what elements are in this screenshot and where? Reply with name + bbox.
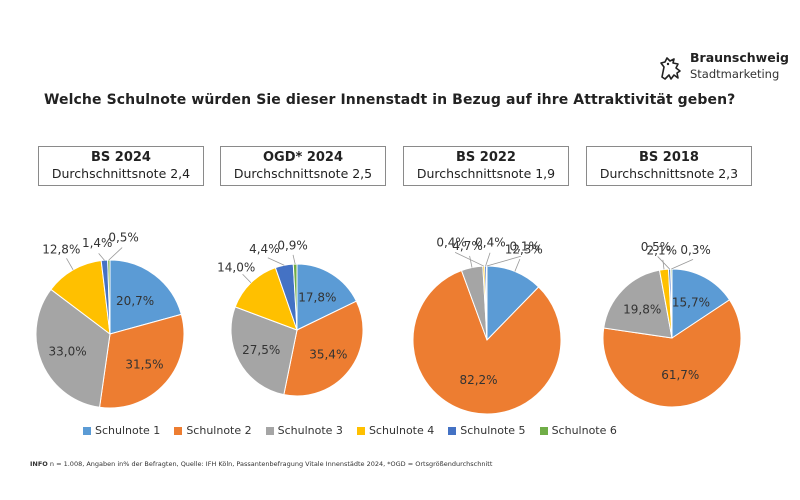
data-label: 0,5%: [641, 240, 672, 254]
data-label: 0,4%: [475, 235, 506, 249]
legend-item: Schulnote 5: [448, 424, 526, 437]
card-title: OGD* 2024: [262, 150, 344, 165]
pie-slice: [602, 299, 742, 408]
logo-subtitle: Stadtmarketing: [690, 67, 780, 81]
card-subtitle: Durchschnittsnote 2,3: [599, 166, 739, 181]
legend-item: Schulnote 2: [174, 424, 252, 437]
leader-line: [485, 252, 491, 267]
leader-line: [671, 258, 694, 270]
pie-slice: [50, 259, 111, 336]
leader-line: [108, 247, 123, 261]
legend-item: Schulnote 4: [356, 424, 435, 437]
card-title: BS 2024: [91, 150, 151, 165]
data-label: 0,4%: [436, 236, 467, 250]
legend-swatch: [265, 426, 274, 435]
leader-line: [292, 254, 296, 265]
legend-label: Schulnote 6: [551, 424, 617, 437]
pie-slice: [107, 259, 111, 335]
leader-line: [657, 256, 670, 270]
info-label: INFO: [30, 460, 48, 468]
legend-item: Schulnote 3: [265, 424, 343, 437]
leader-line: [242, 273, 252, 284]
card-bs-2022: BS 2022 Durchschnittsnote 1,9: [403, 146, 569, 186]
data-label: 31,5%: [125, 357, 163, 371]
leader-line: [66, 258, 74, 271]
card-bs-2024: BS 2024 Durchschnittsnote 2,4: [38, 146, 204, 186]
data-label: 35,4%: [309, 347, 347, 361]
card-subtitle: Durchschnittsnote 2,4: [51, 166, 191, 181]
legend: Schulnote 1 Schulnote 2 Schulnote 3 Schu…: [83, 424, 617, 437]
leader-line: [469, 255, 473, 268]
data-label: 20,7%: [116, 294, 154, 308]
data-label: 82,2%: [459, 373, 497, 387]
data-label: 2,1%: [647, 243, 678, 257]
data-label: 14,0%: [217, 261, 255, 275]
card-ogd-2024: OGD* 2024 Durchschnittsnote 2,5: [220, 146, 386, 186]
pie-slice: [35, 288, 111, 408]
pie-slice: [671, 268, 731, 339]
data-label: 0,1%: [509, 240, 540, 254]
pie-slice: [283, 300, 364, 397]
pie-slice: [230, 306, 298, 396]
card-subtitle: Durchschnittsnote 2,5: [233, 166, 373, 181]
pie-slice: [296, 263, 358, 331]
legend-label: Schulnote 2: [186, 424, 252, 437]
data-label: 4,4%: [249, 242, 280, 256]
data-label: 0,5%: [108, 230, 139, 244]
legend-label: Schulnote 5: [460, 424, 526, 437]
question-title: Welche Schulnote würden Sie dieser Innen…: [44, 92, 736, 108]
leader-line: [662, 259, 665, 270]
data-label: 61,7%: [661, 368, 699, 382]
leader-line: [98, 253, 105, 261]
info-footnote: INFO n = 1.008, Angaben in% der Befragte…: [30, 460, 492, 468]
card-bs-2018: BS 2018 Durchschnittsnote 2,3: [586, 146, 752, 186]
legend-item: Schulnote 6: [539, 424, 617, 437]
data-label: 4,7%: [452, 239, 483, 253]
card-subtitle: Durchschnittsnote 1,9: [416, 166, 556, 181]
legend-swatch: [539, 426, 548, 435]
legend-label: Schulnote 1: [95, 424, 161, 437]
data-label: 12,3%: [505, 243, 543, 257]
data-label: 15,7%: [672, 296, 710, 310]
pie-slice: [234, 266, 298, 331]
legend-swatch: [356, 426, 365, 435]
legend-swatch: [174, 426, 183, 435]
pie-slice: [98, 313, 185, 409]
data-label: 1,4%: [82, 236, 113, 250]
data-label: 0,9%: [277, 239, 308, 253]
card-title: BS 2018: [639, 150, 699, 165]
logo-name: Braunschweig: [690, 50, 789, 65]
pie-slice: [603, 269, 673, 339]
card-title: BS 2022: [456, 150, 516, 165]
leader-line: [486, 255, 521, 267]
pie-slice: [109, 259, 182, 335]
data-label: 17,8%: [298, 291, 336, 305]
data-label: 0,3%: [680, 243, 711, 257]
legend-label: Schulnote 3: [277, 424, 343, 437]
legend-swatch: [83, 426, 91, 435]
data-label: 12,8%: [42, 242, 80, 256]
data-label: 19,8%: [623, 302, 661, 316]
leader-line: [514, 258, 521, 272]
info-text: n = 1.008, Angaben in% der Befragten, Qu…: [49, 460, 493, 468]
leader-line: [454, 252, 484, 267]
logo: Braunschweig Stadtmarketing: [656, 50, 789, 90]
legend-item: Schulnote 1: [83, 424, 160, 437]
data-label: 27,5%: [242, 343, 280, 357]
leader-line: [267, 257, 285, 266]
legend-swatch: [448, 426, 457, 435]
lion-icon: [660, 57, 681, 80]
data-label: 33,0%: [49, 345, 87, 359]
legend-label: Schulnote 4: [368, 424, 435, 437]
pie-slice: [412, 269, 562, 415]
